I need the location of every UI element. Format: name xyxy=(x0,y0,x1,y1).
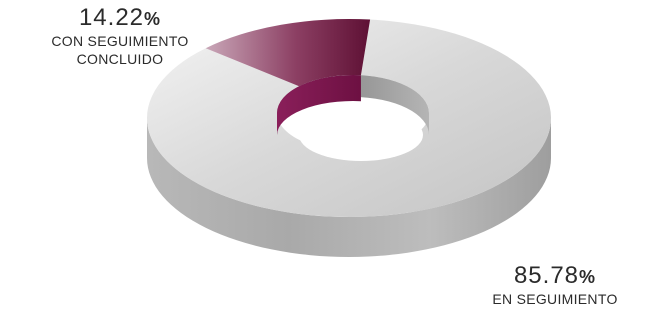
slice-label-concluido: 14.22% CON SEGUIMIENTO CONCLUIDO xyxy=(0,4,240,68)
percentage-value: 14.22 xyxy=(78,4,145,31)
slice-percentage: 14.22% xyxy=(0,4,240,32)
percent-sign: % xyxy=(579,267,597,287)
description-line: CON SEGUIMIENTO xyxy=(51,33,189,49)
slice-label-seguimiento: 85.78% EN SEGUIMIENTO xyxy=(455,262,655,308)
slice-percentage: 85.78% xyxy=(455,262,655,290)
donut-hole-wall-concluido xyxy=(277,74,361,135)
percentage-value: 85.78 xyxy=(513,262,580,289)
slice-side-en-seguimiento xyxy=(147,118,551,257)
percent-sign: % xyxy=(144,9,162,29)
donut-hole-opening xyxy=(299,109,423,161)
slice-top-en-seguimiento xyxy=(146,19,551,218)
description-line: EN SEGUIMIENTO xyxy=(492,291,618,307)
slice-top-concluido xyxy=(205,18,371,87)
slice-description: EN SEGUIMIENTO xyxy=(455,290,655,308)
slice-description: CON SEGUIMIENTO CONCLUIDO xyxy=(0,32,240,68)
description-line: CONCLUIDO xyxy=(76,51,164,67)
